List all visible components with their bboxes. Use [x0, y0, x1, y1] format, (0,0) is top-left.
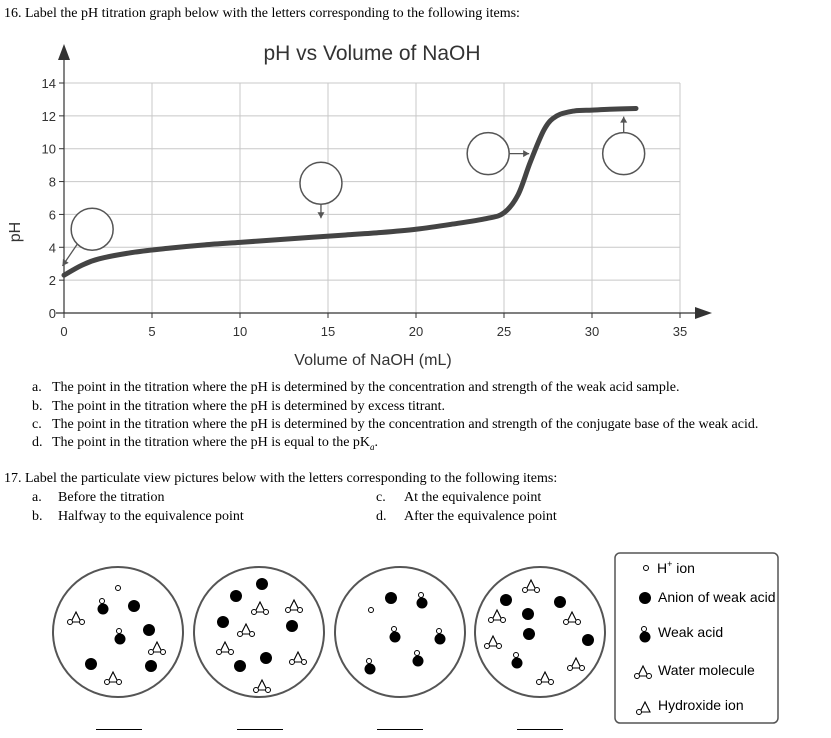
q16-option-a: a. The point in the titration where the p…: [32, 380, 679, 396]
answer-blank-4[interactable]: [517, 729, 563, 730]
anion: [260, 652, 272, 664]
option-text: The point in the titration where the pH …: [52, 435, 371, 450]
option-text: Halfway to the equivalence point: [58, 509, 244, 524]
option-text: At the equivalence point: [404, 490, 542, 505]
q16-prompt: 16. Label the pH titration graph below w…: [4, 6, 520, 21]
legend-water: Water molecule: [658, 662, 755, 678]
label-arrow-head: [523, 150, 530, 158]
y-tick-label: 2: [49, 273, 56, 288]
beaker-1: [52, 566, 184, 698]
anion: [582, 634, 594, 646]
option-text: The point in the titration where the pH …: [52, 417, 759, 432]
legend-hydroxide: Hydroxide ion: [658, 697, 744, 713]
pka-end: .: [374, 435, 379, 450]
h-ion: [115, 585, 121, 591]
q16-option-d: d. The point in the titration where the p…: [32, 435, 378, 452]
h-ion-icon: [643, 565, 649, 571]
q17-prompt: 17. Label the particulate view pictures …: [4, 471, 558, 486]
anion: [256, 578, 268, 590]
option-letter: c.: [376, 490, 386, 505]
titration-curve: [61, 105, 639, 278]
x-tick-label: 15: [321, 324, 335, 339]
anion: [286, 620, 298, 632]
option-letter: a.: [32, 490, 42, 505]
anion-icon: [639, 592, 651, 604]
h-ion: [368, 607, 374, 613]
anion: [85, 658, 97, 670]
x-tick-label: 20: [409, 324, 423, 339]
y-tick-label: 12: [42, 109, 56, 124]
pka-subscript: a: [370, 441, 375, 452]
y-tick-label: 10: [42, 142, 56, 157]
anion: [145, 660, 157, 672]
x-tick-label: 30: [585, 324, 599, 339]
legend-weak-acid: Weak acid: [658, 624, 723, 640]
answer-blank-1[interactable]: [96, 729, 142, 730]
chart-grid: [64, 82, 681, 313]
option-text: The point in the titration where the pH …: [52, 399, 446, 414]
anion: [230, 590, 242, 602]
option-text: After the equivalence point: [404, 509, 557, 524]
option-letter: c.: [32, 417, 42, 432]
y-axis-arrow: [58, 44, 70, 60]
x-tick-label: 25: [497, 324, 511, 339]
option-letter: b.: [32, 509, 43, 524]
q17-option-a: a. Before the titration: [32, 490, 165, 506]
x-tick-label: 5: [148, 324, 155, 339]
q17-option-b: b. Halfway to the equivalence point: [32, 509, 244, 525]
label-arrow-head: [317, 212, 325, 219]
option-letter: a.: [32, 380, 42, 395]
anion: [234, 660, 246, 672]
x-tick-label: 10: [233, 324, 247, 339]
particulate-views: H+ ion Anion of weak acid Weak acid Wate…: [52, 552, 779, 724]
anion: [522, 608, 534, 620]
x-tick-label: 0: [60, 324, 67, 339]
option-letter: b.: [32, 399, 43, 414]
option-text: Before the titration: [58, 490, 165, 505]
label-circles: [61, 116, 646, 267]
titration-chart: pH vs Volume of NaOH 0 5 10 15 20 25 30 35 0 2 4 6 8…: [7, 42, 712, 369]
beaker-2: [193, 566, 325, 698]
label-circle-1: [70, 207, 114, 251]
option-text: The point in the titration where the pH …: [52, 380, 680, 395]
y-tick-label: 8: [49, 175, 56, 190]
answer-blank-3[interactable]: [377, 729, 423, 730]
label-circle-3: [466, 131, 510, 176]
anion: [143, 624, 155, 636]
label-circle-2: [299, 161, 343, 205]
answer-blank-2[interactable]: [237, 729, 283, 730]
x-axis-label: Volume of NaOH (mL): [294, 352, 451, 369]
anion: [523, 628, 535, 640]
anion: [217, 616, 229, 628]
label-circle-4: [601, 131, 646, 176]
legend-h-ion: H+ ion: [657, 559, 695, 576]
q16-option-b: b. The point in the titration where the p…: [32, 399, 445, 415]
chart-axes: [56, 44, 712, 319]
legend-anion: Anion of weak acid: [658, 589, 776, 605]
y-tick-label: 6: [49, 207, 56, 222]
anion: [500, 594, 512, 606]
anion: [128, 600, 140, 612]
beaker-4: [474, 566, 606, 698]
q17-option-c: c. At the equivalence point: [376, 490, 541, 506]
beaker-3: [334, 566, 466, 698]
titration-curve-group: [61, 105, 639, 278]
particle-legend: H+ ion Anion of weak acid Weak acid Wate…: [614, 552, 779, 724]
label-arrow-head: [620, 116, 628, 123]
y-axis-label: pH: [7, 222, 24, 242]
q17-option-d: d. After the equivalence point: [376, 509, 557, 525]
x-axis-arrow: [695, 307, 712, 319]
chart-title: pH vs Volume of NaOH: [263, 42, 480, 65]
x-tick-label: 35: [673, 324, 687, 339]
anion: [554, 596, 566, 608]
label-arrow-head: [62, 258, 69, 266]
y-tick-label: 4: [49, 240, 56, 255]
y-tick-label: 14: [42, 76, 56, 91]
chart-tick-labels: 0 5 10 15 20 25 30 35 0 2 4 6 8 10 12 14: [42, 76, 688, 339]
option-letter: d.: [32, 435, 43, 450]
q16-option-c: c. The point in the titration where the p…: [32, 417, 758, 433]
y-tick-label: 0: [49, 306, 56, 321]
option-letter: d.: [376, 509, 387, 524]
anion: [385, 592, 397, 604]
